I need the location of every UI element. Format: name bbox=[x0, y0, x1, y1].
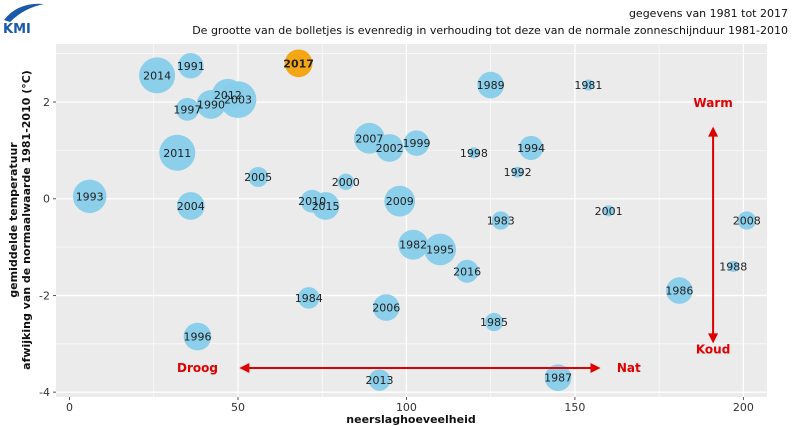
bubble-label-2004: 2004 bbox=[177, 200, 205, 213]
bubble-label-2002: 2002 bbox=[376, 142, 404, 155]
bubble-2005 bbox=[248, 166, 269, 187]
bubble-label-2014: 2014 bbox=[143, 69, 171, 82]
bubble-label-1995: 1995 bbox=[426, 244, 454, 257]
x-tick-label: 200 bbox=[733, 401, 754, 414]
bubble-1984 bbox=[297, 287, 320, 309]
bubble-label-1983: 1983 bbox=[487, 215, 515, 228]
bubble-label-1992: 1992 bbox=[504, 166, 532, 179]
bubble-2009 bbox=[384, 185, 416, 217]
bubble-label-2006: 2006 bbox=[372, 302, 400, 315]
bubble-label-1987: 1987 bbox=[544, 372, 572, 385]
logo-swoosh-icon bbox=[4, 3, 44, 22]
bubble-1996 bbox=[183, 322, 212, 351]
x-tick-label: 100 bbox=[396, 401, 417, 414]
arrow-left-icon bbox=[239, 362, 250, 373]
x-tick-label: 50 bbox=[231, 401, 245, 414]
bubble-label-1981: 1981 bbox=[574, 79, 602, 92]
x-tick-label: 150 bbox=[564, 401, 585, 414]
bubble-label-2011: 2011 bbox=[163, 147, 191, 160]
bubble-label-2010: 2010 bbox=[298, 195, 326, 208]
bubble-1994 bbox=[519, 135, 544, 161]
bubble-label-1996: 1996 bbox=[184, 331, 212, 344]
bubble-label-2003: 2003 bbox=[224, 94, 252, 107]
bubble-2008 bbox=[737, 211, 756, 230]
bubble-2013 bbox=[368, 369, 391, 391]
bubble-label-1999: 1999 bbox=[403, 137, 431, 150]
header-description: De grootte van de bolletjes is evenredig… bbox=[192, 24, 788, 37]
kmi-logo: KMI bbox=[3, 3, 44, 36]
bubble-1982 bbox=[398, 229, 429, 260]
bubble-label-2016: 2016 bbox=[453, 265, 481, 278]
bubble-label-2008: 2008 bbox=[733, 215, 761, 228]
y-tick-label: 2 bbox=[43, 96, 50, 109]
bubble-label-2015: 2015 bbox=[312, 200, 340, 213]
bubble-label-2013: 2013 bbox=[365, 374, 393, 387]
bubble-label-2001: 2001 bbox=[595, 205, 623, 218]
bubble-1988 bbox=[727, 260, 739, 273]
bubble-2001 bbox=[603, 205, 615, 217]
bubble-label-2007: 2007 bbox=[355, 132, 383, 145]
bubble-label-1986: 1986 bbox=[665, 285, 693, 298]
bubble-label-1989: 1989 bbox=[477, 79, 505, 92]
bubble-2011 bbox=[159, 134, 196, 171]
bubble-2010 bbox=[300, 189, 324, 213]
y-tick-label: -2 bbox=[39, 289, 50, 302]
bubble-1986 bbox=[666, 277, 693, 304]
bubble-1997 bbox=[175, 97, 199, 121]
bubble-label-1998: 1998 bbox=[460, 147, 488, 160]
bubble-label-1997: 1997 bbox=[173, 103, 201, 116]
bubble-1993 bbox=[72, 179, 107, 214]
bubble-1989 bbox=[477, 71, 505, 99]
bubble-2006 bbox=[372, 294, 400, 321]
bubble-label-1984: 1984 bbox=[295, 292, 323, 305]
bubble-label-1991: 1991 bbox=[177, 60, 205, 73]
bubble-label-1985: 1985 bbox=[480, 316, 508, 329]
bubble-label-2000: 2000 bbox=[332, 176, 360, 189]
bubble-1998 bbox=[468, 147, 480, 159]
bubble-label-2012: 2012 bbox=[214, 89, 242, 102]
annotation-droog: Droog bbox=[177, 361, 218, 375]
annotation-arrows: Warm Koud Droog Nat bbox=[177, 96, 733, 375]
y-tick-label: -4 bbox=[39, 386, 50, 399]
x-tick-label: 0 bbox=[66, 401, 73, 414]
bubble-label-1988: 1988 bbox=[719, 260, 747, 273]
bubble-1995 bbox=[424, 233, 456, 266]
bubble-label-1982: 1982 bbox=[399, 239, 427, 252]
bubble-2016 bbox=[455, 259, 479, 283]
bubble-1990 bbox=[196, 90, 226, 119]
logo-text: KMI bbox=[3, 22, 31, 36]
bubble-2017 bbox=[284, 49, 313, 78]
bubble-label-2009: 2009 bbox=[386, 195, 414, 208]
arrow-up-icon bbox=[708, 126, 719, 137]
bubble-1999 bbox=[403, 130, 430, 156]
bubble-1985 bbox=[484, 312, 504, 332]
plot-panel bbox=[56, 44, 767, 397]
bubble-label-2017: 2017 bbox=[283, 57, 314, 70]
y-tick-label: 0 bbox=[43, 193, 50, 206]
axis-ticks: 0 50 100 150 200 -4 -2 0 2 bbox=[39, 96, 754, 414]
bubble-2014 bbox=[139, 57, 176, 94]
bubble-1992 bbox=[512, 166, 524, 178]
bubble-1987 bbox=[544, 364, 572, 391]
arrow-down-icon bbox=[708, 333, 719, 344]
bubble-1983 bbox=[491, 211, 510, 230]
bubble-1981 bbox=[582, 79, 594, 91]
annotation-nat: Nat bbox=[617, 361, 641, 375]
bubble-label-1994: 1994 bbox=[517, 142, 545, 155]
bubble-label-1990: 1990 bbox=[197, 98, 225, 111]
bubble-2004 bbox=[176, 192, 205, 220]
bubble-label-1993: 1993 bbox=[76, 190, 104, 203]
bubble-label-2005: 2005 bbox=[244, 171, 272, 184]
annotation-warm: Warm bbox=[693, 96, 732, 110]
bubble-2000 bbox=[337, 173, 354, 191]
bubble-2002 bbox=[375, 134, 404, 162]
annotation-koud: Koud bbox=[696, 342, 730, 356]
bubble-1991 bbox=[178, 53, 204, 79]
arrow-right-icon bbox=[590, 362, 601, 373]
header-date-range: gegevens van 1981 tot 2017 bbox=[628, 7, 788, 20]
